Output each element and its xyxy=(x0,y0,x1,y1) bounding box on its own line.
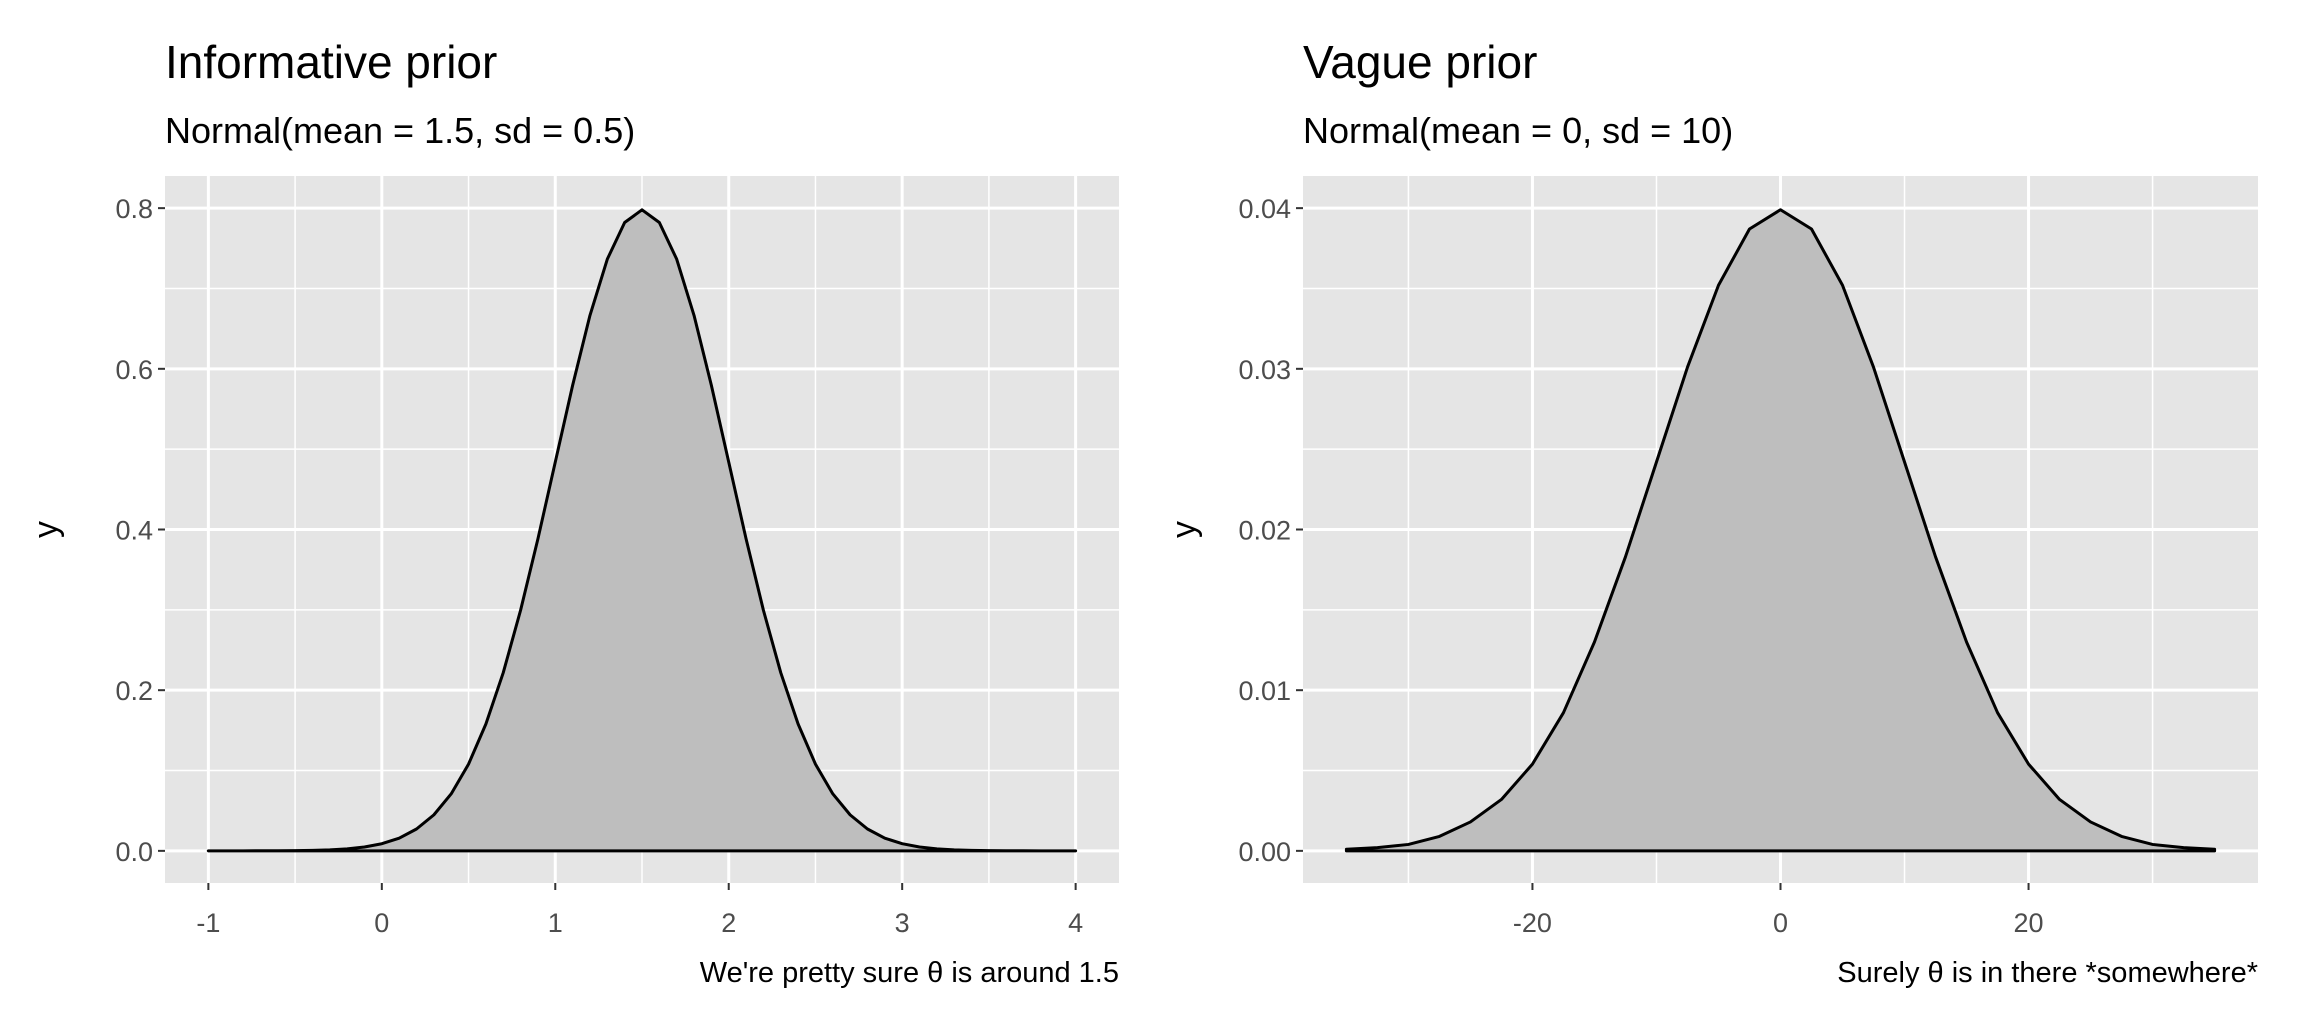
x-tick-label: 20 xyxy=(2014,908,2044,938)
y-tick-label: 0.2 xyxy=(115,676,153,706)
y-tick-label: 0.8 xyxy=(115,194,153,224)
y-tick-label: 0.4 xyxy=(115,516,153,546)
y-tick-label: 0.00 xyxy=(1238,837,1291,867)
y-tick-label: 0.6 xyxy=(115,355,153,385)
chart-subtitle: Normal(mean = 0, sd = 10) xyxy=(1303,110,1733,151)
density-area xyxy=(1346,209,2215,851)
x-tick-label: 0 xyxy=(1773,908,1788,938)
caption: We're pretty sure θ is around 1.5 xyxy=(700,957,1119,989)
x-tick-label: 1 xyxy=(548,908,563,938)
x-tick-label: 0 xyxy=(374,908,389,938)
y-tick-label: 0.03 xyxy=(1238,355,1291,385)
y-tick-label: 0.01 xyxy=(1238,676,1291,706)
y-axis-title: y xyxy=(1165,521,1203,538)
y-axis-title: y xyxy=(27,521,65,538)
chart-title: Vague prior xyxy=(1303,36,1537,88)
caption: Surely θ is in there *somewhere* xyxy=(1837,957,2258,989)
x-tick-label: 2 xyxy=(721,908,736,938)
x-tick-label: 3 xyxy=(895,908,910,938)
y-tick-label: 0.02 xyxy=(1238,516,1291,546)
x-tick-label: -1 xyxy=(196,908,220,938)
density-area xyxy=(208,209,1076,851)
y-tick-label: 0.0 xyxy=(115,837,153,867)
density-line xyxy=(1344,208,2217,853)
y-tick-label: 0.04 xyxy=(1238,194,1291,224)
panel: Vague prior Normal(mean = 0, sd = 10) -20 0… xyxy=(1165,36,2258,989)
panel: Informative prior Normal(mean = 1.5, sd =… xyxy=(27,36,1119,989)
x-tick-label: 4 xyxy=(1068,908,1083,938)
chart-subtitle: Normal(mean = 1.5, sd = 0.5) xyxy=(165,110,635,151)
chart-title: Informative prior xyxy=(165,36,497,88)
x-tick-label: -20 xyxy=(1513,908,1552,938)
density-line xyxy=(206,208,1078,853)
